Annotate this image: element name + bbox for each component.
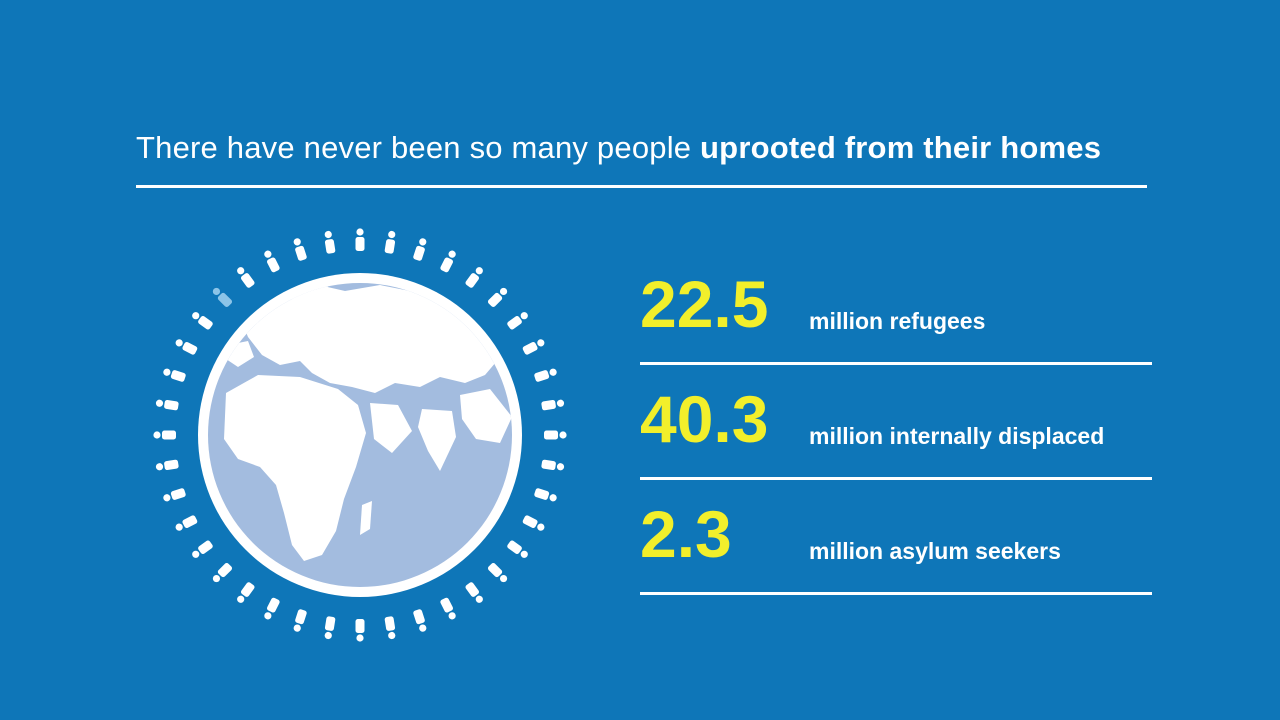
person-icon (153, 430, 176, 440)
person-icon (192, 312, 213, 330)
person-icon (237, 582, 255, 603)
person-icon (324, 616, 336, 640)
person-icon (293, 238, 307, 261)
person-icon (264, 597, 280, 620)
person-icon (541, 459, 565, 471)
person-icon (212, 562, 233, 583)
person-icon (440, 597, 456, 620)
person-icon (507, 540, 528, 558)
person-icon (487, 287, 508, 308)
stat-divider (640, 592, 1152, 595)
person-icon (163, 368, 186, 382)
stat-label: million refugees (809, 308, 986, 334)
person-icon (487, 562, 508, 583)
person-icon (324, 230, 336, 254)
person-icon (384, 616, 396, 640)
headline-emphasis: uprooted from their homes (700, 130, 1102, 165)
person-icon (264, 250, 280, 273)
person-icon (293, 609, 307, 632)
person-icon (237, 267, 255, 288)
stat-label: million asylum seekers (809, 538, 1061, 564)
person-icon (192, 540, 213, 558)
people-icons (153, 228, 567, 642)
headline-text: There have never been so many people (136, 130, 701, 165)
person-icon (413, 238, 427, 261)
person-icon (163, 488, 186, 502)
globe-with-people-icon (153, 228, 567, 642)
person-icon (541, 399, 565, 411)
person-icon (465, 582, 483, 603)
stat-internally-displaced: 40.3 million internally displaced (640, 370, 1152, 480)
person-icon (212, 287, 233, 308)
person-icon (534, 488, 557, 502)
stat-value: 40.3 (640, 382, 769, 456)
person-icon (175, 339, 198, 355)
stat-asylum-seekers: 2.3 million asylum seekers (640, 485, 1152, 595)
headline-divider (136, 185, 1147, 188)
person-icon (155, 459, 179, 471)
person-icon (507, 312, 528, 330)
stat-refugees: 22.5 million refugees (640, 255, 1152, 365)
people-ring (153, 228, 567, 642)
person-icon (544, 430, 567, 440)
headline: There have never been so many people upr… (136, 130, 1147, 166)
person-icon (155, 399, 179, 411)
person-icon (355, 619, 365, 642)
stat-value: 2.3 (640, 497, 732, 571)
person-icon (465, 267, 483, 288)
person-icon (522, 339, 545, 355)
person-icon (413, 609, 427, 632)
person-icon (440, 250, 456, 273)
person-icon (534, 368, 557, 382)
person-icon (175, 515, 198, 531)
person-icon (355, 228, 365, 251)
person-icon (384, 230, 396, 254)
stat-value: 22.5 (640, 267, 769, 341)
stat-divider (640, 362, 1152, 365)
stat-divider (640, 477, 1152, 480)
person-icon (522, 515, 545, 531)
stat-label: million internally displaced (809, 423, 1105, 449)
